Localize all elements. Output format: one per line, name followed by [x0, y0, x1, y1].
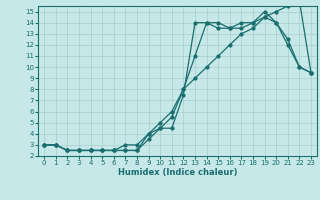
- X-axis label: Humidex (Indice chaleur): Humidex (Indice chaleur): [118, 168, 237, 177]
